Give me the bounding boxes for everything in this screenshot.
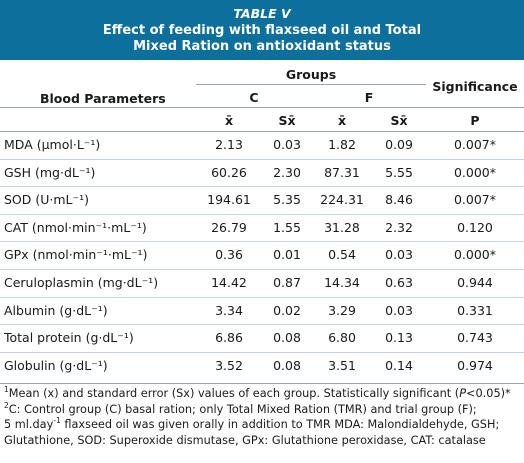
header-divider-2	[0, 131, 524, 132]
cell-f-se: 5.55	[385, 165, 413, 180]
groups-divider	[196, 84, 426, 85]
row-divider	[0, 352, 524, 353]
cell-f-se: 0.09	[385, 137, 413, 152]
table-title-line-2: Mixed Ration on antioxidant status	[133, 39, 391, 54]
table-title-banner: TABLE V Effect of feeding with flaxseed …	[0, 0, 524, 60]
cell-p-value: 0.000*	[453, 165, 497, 180]
cell-c-mean: 6.86	[215, 330, 243, 345]
cell-parameter: Ceruloplasmin (mg·dL⁻¹)	[4, 275, 159, 290]
cell-c-mean: 3.34	[215, 303, 243, 318]
row-divider	[0, 324, 524, 325]
header-group-f: F	[364, 90, 374, 105]
row-divider	[0, 297, 524, 298]
cell-c-se: 0.01	[273, 247, 301, 262]
table-footnote: 1Mean (x) and standard error (Sx) values…	[4, 386, 522, 448]
cell-parameter: CAT (nmol·min⁻¹·mL⁻¹)	[4, 220, 147, 235]
cell-f-mean: 3.29	[328, 303, 356, 318]
header-groups: Groups	[285, 67, 337, 82]
cell-p-value: 0.974	[457, 358, 493, 373]
header-significance: Significance	[432, 79, 518, 94]
cell-f-se: 0.03	[385, 247, 413, 262]
cell-parameter: MDA (µmol·L⁻¹)	[4, 137, 101, 152]
cell-c-se: 5.35	[273, 192, 301, 207]
cell-c-mean: 14.42	[211, 275, 247, 290]
cell-f-mean: 3.51	[328, 358, 356, 373]
cell-p-value: 0.007*	[453, 192, 497, 207]
row-divider	[0, 159, 524, 160]
cell-f-se: 0.14	[385, 358, 413, 373]
cell-p-value: 0.007*	[453, 137, 497, 152]
footnote-line: 5 ml.day-1 flaxseed oil was given orally…	[4, 416, 500, 431]
header-f-se: Sx̄	[390, 113, 408, 128]
row-divider	[0, 186, 524, 187]
cell-p-value: 0.120	[457, 220, 493, 235]
cell-parameter: GPx (nmol·min⁻¹·mL⁻¹)	[4, 247, 148, 262]
header-f-mean: x̄	[337, 113, 347, 128]
cell-f-se: 0.63	[385, 275, 413, 290]
cell-c-mean: 194.61	[207, 192, 251, 207]
cell-f-se: 2.32	[385, 220, 413, 235]
header-blood-parameters: Blood Parameters	[40, 91, 166, 106]
cell-f-mean: 224.31	[320, 192, 364, 207]
cell-parameter: GSH (mg·dL⁻¹)	[4, 165, 96, 180]
cell-f-se: 0.03	[385, 303, 413, 318]
cell-f-mean: 14.34	[324, 275, 360, 290]
cell-c-se: 0.02	[273, 303, 301, 318]
cell-p-value: 0.000*	[453, 247, 497, 262]
cell-f-se: 0.13	[385, 330, 413, 345]
cell-f-mean: 31.28	[324, 220, 360, 235]
cell-c-se: 0.87	[273, 275, 301, 290]
header-c-mean: x̄	[224, 113, 234, 128]
cell-c-se: 0.08	[273, 330, 301, 345]
header-p: P	[470, 113, 480, 128]
footnote-line: 1Mean (x) and standard error (Sx) values…	[4, 385, 511, 400]
cell-f-se: 8.46	[385, 192, 413, 207]
table-bottom-rule	[0, 383, 524, 384]
footnote-line: Glutathione, SOD: Superoxide dismutase, …	[4, 433, 486, 447]
cell-c-se: 0.08	[273, 358, 301, 373]
header-group-c: C	[249, 90, 259, 105]
cell-p-value: 0.944	[457, 275, 493, 290]
cell-c-mean: 0.36	[215, 247, 243, 262]
cell-parameter: Globulin (g·dL⁻¹)	[4, 358, 108, 373]
cell-c-mean: 3.52	[215, 358, 243, 373]
cell-parameter: Total protein (g·dL⁻¹)	[4, 330, 134, 345]
cell-c-se: 1.55	[273, 220, 301, 235]
cell-c-mean: 60.26	[211, 165, 247, 180]
footnote-line: 2C: Control group (C) basal ration; only…	[4, 400, 477, 416]
cell-parameter: SOD (U·mL⁻¹)	[4, 192, 89, 207]
cell-p-value: 0.743	[457, 330, 493, 345]
table-title-line-1: Effect of feeding with flaxseed oil and …	[102, 23, 422, 38]
row-divider	[0, 214, 524, 215]
header-divider-1	[0, 107, 524, 108]
cell-c-mean: 26.79	[211, 220, 247, 235]
cell-c-se: 0.03	[273, 137, 301, 152]
cell-f-mean: 1.82	[328, 137, 356, 152]
table-label: TABLE V	[233, 6, 291, 21]
cell-p-value: 0.331	[457, 303, 493, 318]
cell-c-se: 2.30	[273, 165, 301, 180]
cell-f-mean: 6.80	[328, 330, 356, 345]
cell-f-mean: 0.54	[328, 247, 356, 262]
row-divider	[0, 241, 524, 242]
cell-f-mean: 87.31	[324, 165, 360, 180]
cell-c-mean: 2.13	[215, 137, 243, 152]
cell-parameter: Albumin (g·dL⁻¹)	[4, 303, 108, 318]
row-divider	[0, 269, 524, 270]
header-c-se: Sx̄	[278, 113, 296, 128]
